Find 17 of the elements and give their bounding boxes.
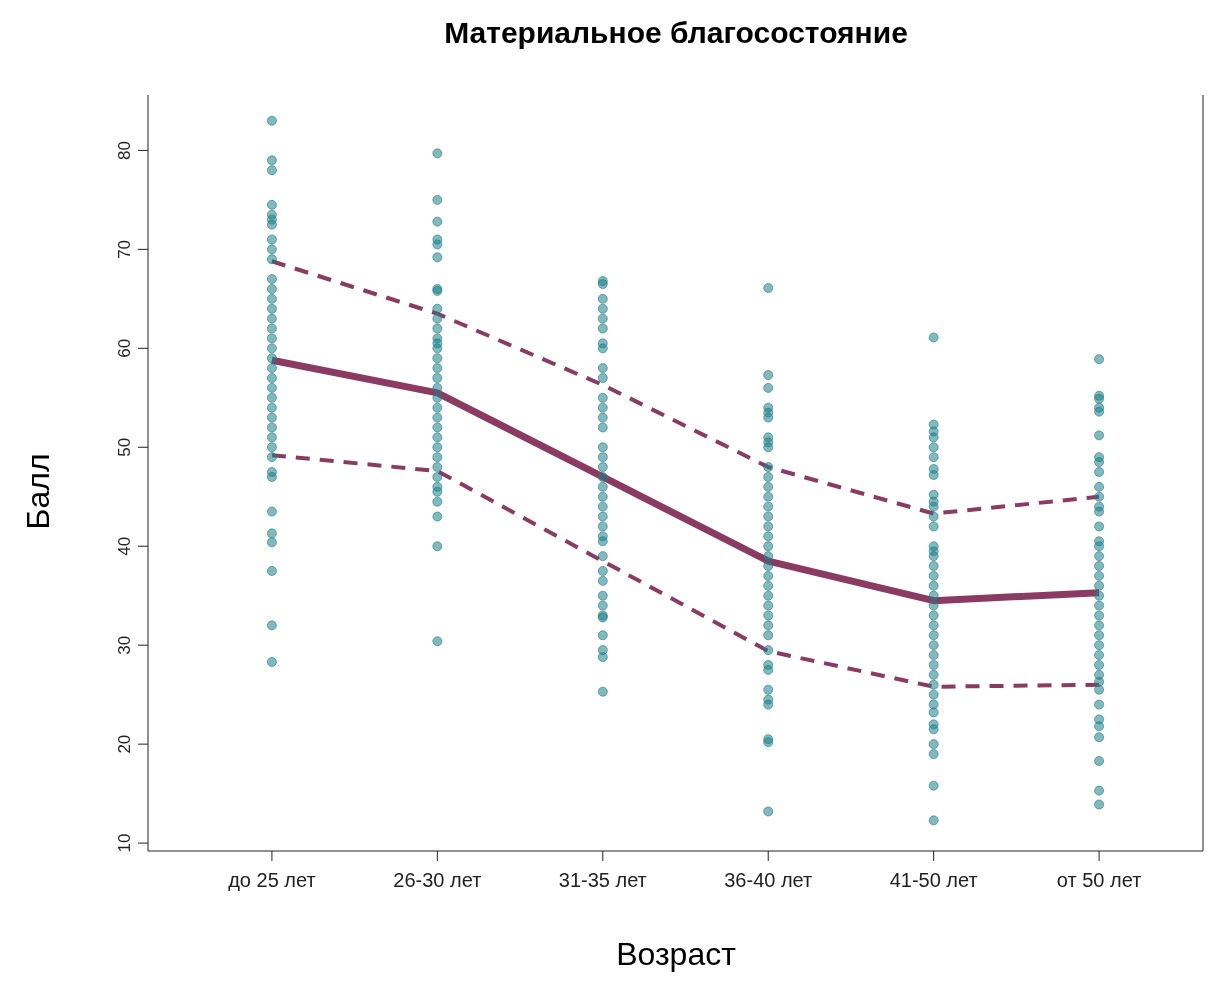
y-tick-label: 10 bbox=[115, 833, 134, 853]
chart-title: Материальное благосостояние bbox=[443, 16, 909, 50]
x-tick-label: 26-30 лет bbox=[393, 869, 482, 892]
y-tick-label: 50 bbox=[115, 437, 134, 457]
x-tick-label: 31-35 лет bbox=[558, 869, 647, 892]
y-tick-label: 80 bbox=[115, 140, 134, 160]
y-tick-label: 20 bbox=[115, 734, 134, 754]
y-tick-label: 70 bbox=[115, 239, 134, 259]
y-tick-label: 30 bbox=[115, 635, 134, 655]
x-tick-label: 36-40 лет bbox=[724, 869, 813, 892]
x-axis-title: Возраст bbox=[615, 936, 737, 973]
x-tick-label: 41-50 лет bbox=[889, 869, 978, 892]
y-axis-title: Балл bbox=[19, 452, 57, 532]
y-tick-label: 40 bbox=[115, 536, 134, 556]
x-tick-label: до 25 лет bbox=[228, 869, 316, 892]
x-tick-label: от 50 лет bbox=[1056, 869, 1142, 892]
y-tick-label: 60 bbox=[115, 338, 134, 358]
